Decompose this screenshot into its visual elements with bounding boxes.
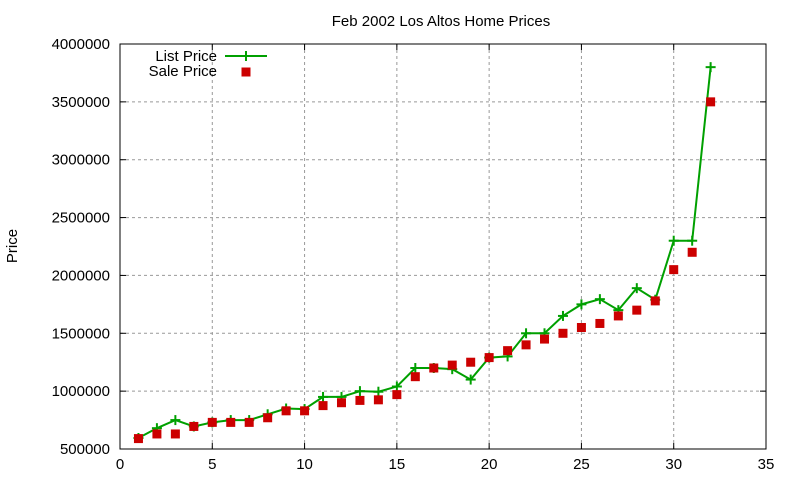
axis-ticks: 0 5 10 15 20 25 30 35 500000 1000000 1500000 200000… — [52, 36, 775, 473]
x-tick-label: 30 — [665, 456, 682, 473]
x-tick-label: 10 — [296, 456, 313, 473]
y-tick-label: 500000 — [60, 441, 110, 458]
y-tick-label: 4000000 — [52, 36, 110, 53]
y-tick-label: 2500000 — [52, 210, 110, 227]
y-tick-label: 1000000 — [52, 383, 110, 400]
series-layer — [133, 62, 716, 444]
x-tick-label: 20 — [481, 456, 498, 473]
x-tick-label: 25 — [573, 456, 590, 473]
y-tick-label: 1500000 — [52, 325, 110, 342]
plot-border — [119, 43, 767, 450]
chart-title: Feb 2002 Los Altos Home Prices — [332, 13, 550, 30]
grid — [120, 44, 766, 449]
y-tick-label: 2000000 — [52, 267, 110, 284]
x-tick-label: 15 — [389, 456, 406, 473]
series-list-price — [133, 62, 716, 444]
y-tick-label: 3000000 — [52, 152, 110, 169]
legend-label: List Price — [155, 48, 217, 65]
x-tick-label: 5 — [208, 456, 216, 473]
y-axis-label: Price — [4, 229, 21, 263]
legend-label: Sale Price — [149, 63, 217, 80]
x-tick-label: 0 — [116, 456, 124, 473]
x-tick-label: 35 — [758, 456, 775, 473]
series-sale-price — [133, 97, 716, 444]
y-tick-label: 3500000 — [52, 94, 110, 111]
